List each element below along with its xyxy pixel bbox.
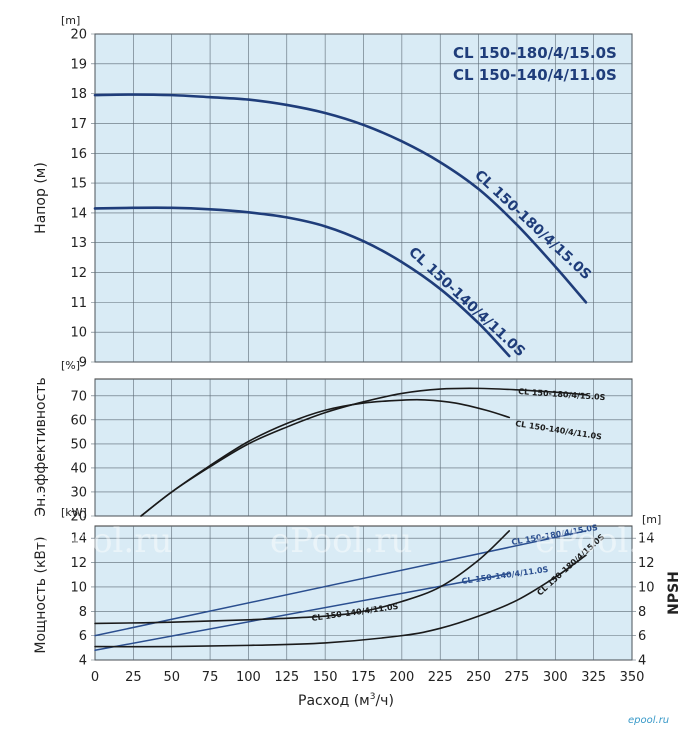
- x-tick-label: 300: [543, 670, 568, 685]
- y2-tick-label: 10: [638, 580, 655, 595]
- logo: epool.ru: [628, 715, 669, 726]
- y-tick-label: 60: [70, 413, 87, 428]
- series-line: [140, 398, 511, 517]
- y-tick-label: 14: [70, 532, 87, 547]
- grid-lines: [91, 33, 636, 661]
- watermark-text: ePool.ru: [30, 521, 172, 561]
- y-tick-label: 9: [79, 356, 87, 371]
- y-tick-label: 20: [70, 510, 87, 525]
- y-tick-label: 20: [70, 28, 87, 43]
- y-tick-label: 18: [70, 87, 87, 102]
- y-tick-label: 17: [70, 117, 87, 132]
- y-tick-label: 50: [70, 437, 87, 452]
- y-tick-label: 10: [70, 580, 87, 595]
- y-tick-label: 16: [70, 147, 87, 162]
- y2-unit-label: [m]: [642, 513, 661, 526]
- y-tick-label: 8: [79, 605, 87, 620]
- x-tick-label: 325: [581, 670, 606, 685]
- y-axis-label-head: Напор (м): [33, 162, 49, 234]
- y-axis-label-efficiency: Эн.эффективность: [33, 377, 49, 516]
- x-tick-label: 125: [274, 670, 299, 685]
- x-tick-label: 275: [505, 670, 530, 685]
- x-tick-label: 100: [236, 670, 261, 685]
- y-tick-label: 10: [70, 326, 87, 341]
- curves: [93, 93, 588, 652]
- x-tick-label: 25: [125, 670, 142, 685]
- x-tick-label: 50: [163, 670, 180, 685]
- y-unit-label: [m]: [61, 14, 80, 27]
- y-tick-label: 6: [79, 629, 87, 644]
- tick-labels: 91011121314151617181920[m]203040506070[%…: [61, 14, 661, 685]
- y2-tick-label: 14: [638, 532, 655, 547]
- x-axis-label: Расход (м3/ч): [298, 692, 394, 709]
- y2-tick-label: 12: [638, 556, 655, 571]
- watermark-text: ePool.ru: [270, 521, 412, 561]
- y-tick-label: 30: [70, 485, 87, 500]
- y-unit-label: [kW]: [61, 506, 87, 519]
- y-tick-label: 12: [70, 556, 87, 571]
- x-tick-label: 225: [428, 670, 453, 685]
- y-tick-label: 15: [70, 177, 87, 192]
- x-tick-label: 250: [466, 670, 491, 685]
- x-tick-label: 175: [351, 670, 376, 685]
- series-line: [94, 530, 511, 625]
- watermarks: ePool.ru ePool.ru ePool.ru: [30, 521, 677, 561]
- x-tick-label: 150: [313, 670, 338, 685]
- legend-line-1: CL 150-180/4/15.0S: [453, 44, 617, 62]
- y2-tick-label: 8: [638, 605, 646, 620]
- series-line: [140, 387, 587, 517]
- x-tick-label: 75: [202, 670, 219, 685]
- legend-line-2: CL 150-140/4/11.0S: [453, 66, 617, 84]
- y-tick-label: 70: [70, 389, 87, 404]
- y2-tick-label: 4: [638, 654, 646, 669]
- x-tick-label: 200: [389, 670, 414, 685]
- y2-axis-label-npsh: NPSH: [666, 571, 682, 615]
- watermark-text: ePool.ru: [535, 521, 677, 561]
- series-line: [93, 206, 511, 358]
- y-tick-label: 14: [70, 206, 87, 221]
- x-tick-label: 0: [91, 670, 99, 685]
- y-tick-label: 40: [70, 461, 87, 476]
- series-line: [94, 554, 587, 648]
- y-axis-label-power: Мощность (кВт): [33, 536, 49, 653]
- y2-tick-label: 6: [638, 629, 646, 644]
- y-tick-label: 4: [79, 654, 87, 669]
- series-line: [93, 93, 588, 304]
- y-unit-label: [%]: [61, 359, 80, 372]
- y-tick-label: 11: [70, 296, 87, 311]
- y-tick-label: 19: [70, 57, 87, 72]
- y-tick-label: 13: [70, 236, 87, 251]
- series-line: [94, 530, 587, 637]
- x-tick-label: 350: [620, 670, 645, 685]
- y-tick-label: 12: [70, 266, 87, 281]
